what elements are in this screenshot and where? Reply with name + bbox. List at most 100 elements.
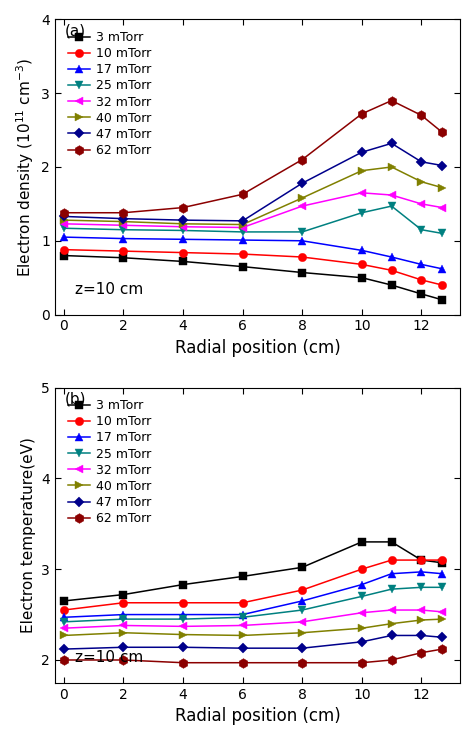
10 mTorr	[180, 248, 186, 257]
40 mTorr	[180, 630, 186, 639]
32 mTorr	[419, 200, 424, 208]
47 mTorr	[359, 148, 365, 157]
62 mTorr	[180, 658, 186, 667]
47 mTorr	[419, 631, 424, 640]
10 mTorr	[240, 250, 246, 259]
47 mTorr	[61, 644, 67, 653]
3 mTorr	[300, 563, 305, 572]
3 mTorr	[180, 580, 186, 589]
3 mTorr	[439, 296, 445, 304]
17 mTorr	[61, 613, 67, 621]
32 mTorr	[240, 621, 246, 630]
Legend: 3 mTorr, 10 mTorr, 17 mTorr, 25 mTorr, 32 mTorr, 40 mTorr, 47 mTorr, 62 mTorr: 3 mTorr, 10 mTorr, 17 mTorr, 25 mTorr, 3…	[65, 29, 154, 160]
47 mTorr	[61, 212, 67, 221]
32 mTorr	[120, 621, 126, 630]
40 mTorr	[419, 616, 424, 624]
47 mTorr	[120, 214, 126, 223]
Text: (b): (b)	[65, 392, 87, 407]
62 mTorr	[389, 96, 394, 105]
17 mTorr	[389, 253, 394, 262]
25 mTorr	[61, 617, 67, 626]
Line: 40 mTorr: 40 mTorr	[60, 615, 447, 640]
25 mTorr	[439, 583, 445, 592]
10 mTorr	[359, 565, 365, 573]
Text: (a): (a)	[65, 24, 86, 39]
62 mTorr	[389, 655, 394, 664]
17 mTorr	[389, 569, 394, 578]
Line: 47 mTorr: 47 mTorr	[60, 140, 446, 225]
47 mTorr	[439, 633, 445, 641]
32 mTorr	[359, 188, 365, 197]
32 mTorr	[439, 203, 445, 212]
X-axis label: Radial position (cm): Radial position (cm)	[174, 707, 340, 725]
40 mTorr	[120, 217, 126, 226]
3 mTorr	[419, 556, 424, 565]
Text: z=10 cm: z=10 cm	[75, 282, 144, 297]
10 mTorr	[120, 599, 126, 607]
3 mTorr	[419, 290, 424, 299]
47 mTorr	[180, 643, 186, 652]
32 mTorr	[120, 221, 126, 230]
47 mTorr	[419, 157, 424, 166]
25 mTorr	[180, 226, 186, 235]
10 mTorr	[439, 556, 445, 565]
Line: 32 mTorr: 32 mTorr	[60, 188, 447, 231]
40 mTorr	[389, 619, 394, 628]
32 mTorr	[61, 624, 67, 633]
Line: 62 mTorr: 62 mTorr	[59, 644, 447, 667]
17 mTorr	[120, 610, 126, 619]
10 mTorr	[240, 599, 246, 607]
17 mTorr	[240, 236, 246, 245]
32 mTorr	[300, 202, 305, 211]
25 mTorr	[180, 615, 186, 624]
40 mTorr	[240, 631, 246, 640]
62 mTorr	[300, 155, 305, 164]
62 mTorr	[240, 658, 246, 667]
32 mTorr	[439, 607, 445, 616]
47 mTorr	[300, 179, 305, 188]
47 mTorr	[180, 216, 186, 225]
Line: 3 mTorr: 3 mTorr	[60, 252, 446, 304]
Line: 3 mTorr: 3 mTorr	[60, 538, 446, 605]
17 mTorr	[180, 235, 186, 244]
17 mTorr	[240, 610, 246, 619]
10 mTorr	[300, 585, 305, 594]
25 mTorr	[389, 202, 394, 211]
17 mTorr	[300, 596, 305, 605]
Line: 25 mTorr: 25 mTorr	[60, 583, 447, 626]
47 mTorr	[359, 637, 365, 646]
40 mTorr	[300, 628, 305, 637]
10 mTorr	[120, 247, 126, 256]
Y-axis label: Electron temperature(eV): Electron temperature(eV)	[21, 437, 36, 633]
10 mTorr	[419, 276, 424, 285]
3 mTorr	[389, 281, 394, 290]
47 mTorr	[439, 161, 445, 170]
40 mTorr	[240, 220, 246, 229]
32 mTorr	[419, 605, 424, 614]
10 mTorr	[300, 253, 305, 262]
10 mTorr	[180, 599, 186, 607]
40 mTorr	[439, 183, 445, 192]
3 mTorr	[61, 251, 67, 260]
3 mTorr	[120, 253, 126, 262]
62 mTorr	[419, 111, 424, 120]
25 mTorr	[61, 224, 67, 233]
X-axis label: Radial position (cm): Radial position (cm)	[174, 339, 340, 357]
10 mTorr	[61, 245, 67, 254]
10 mTorr	[389, 556, 394, 565]
10 mTorr	[389, 266, 394, 275]
40 mTorr	[120, 628, 126, 637]
62 mTorr	[120, 208, 126, 217]
3 mTorr	[61, 596, 67, 605]
62 mTorr	[439, 644, 445, 653]
40 mTorr	[61, 631, 67, 640]
3 mTorr	[389, 537, 394, 546]
40 mTorr	[300, 194, 305, 202]
Line: 17 mTorr: 17 mTorr	[60, 568, 447, 621]
17 mTorr	[180, 610, 186, 619]
3 mTorr	[439, 559, 445, 568]
Legend: 3 mTorr, 10 mTorr, 17 mTorr, 25 mTorr, 32 mTorr, 40 mTorr, 47 mTorr, 62 mTorr: 3 mTorr, 10 mTorr, 17 mTorr, 25 mTorr, 3…	[65, 397, 154, 528]
17 mTorr	[359, 246, 365, 255]
25 mTorr	[419, 225, 424, 234]
40 mTorr	[389, 163, 394, 171]
